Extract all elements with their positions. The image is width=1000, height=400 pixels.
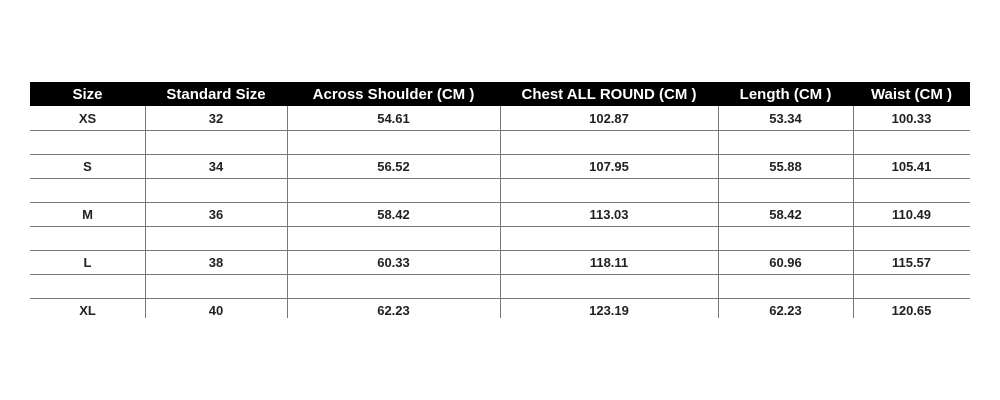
- table-cell: 56.52: [377, 158, 410, 174]
- header-cell: Size: [72, 85, 103, 103]
- header-cell: Across Shoulder (CM ): [312, 85, 475, 103]
- table-cell: 58.42: [769, 206, 802, 222]
- table-cell: 120.65: [891, 302, 932, 318]
- table-cell: 107.95: [589, 158, 629, 174]
- table-cell: 60.33: [377, 254, 410, 270]
- table-cell: 102.87: [589, 110, 629, 126]
- column-line: [287, 106, 288, 318]
- table-cell: L: [83, 254, 92, 270]
- table-cell: 60.96: [769, 254, 802, 270]
- header-cell: Chest ALL ROUND (CM ): [521, 85, 697, 103]
- header-cell: Waist (CM ): [870, 85, 953, 103]
- table-cell: 62.23: [377, 302, 410, 318]
- table-cell: 54.61: [377, 110, 410, 126]
- column-line: [853, 106, 854, 318]
- table-cell: 100.33: [891, 110, 932, 126]
- header-bar: [30, 82, 970, 106]
- column-line: [718, 106, 719, 318]
- table-cell: 113.03: [589, 206, 629, 222]
- header-cell: Standard Size: [166, 85, 266, 103]
- table-cell: 32: [208, 110, 224, 126]
- table-cell: XS: [78, 110, 97, 126]
- table-cell: 110.49: [891, 206, 932, 222]
- table-cell: 123.19: [589, 302, 629, 318]
- table-cell: 34: [208, 158, 224, 174]
- table-cell: 40: [208, 302, 224, 318]
- table-cell: 36: [208, 206, 224, 222]
- table-cell: S: [83, 158, 92, 174]
- table-cell: 105.41: [891, 158, 932, 174]
- table-cell: 62.23: [769, 302, 802, 318]
- table-cell: XL: [79, 302, 96, 318]
- table-cell: 53.34: [769, 110, 802, 126]
- table-cell: 38: [208, 254, 224, 270]
- column-line: [145, 106, 146, 318]
- table-cell: 115.57: [891, 254, 932, 270]
- table-cell: M: [82, 206, 93, 222]
- column-line: [500, 106, 501, 318]
- header-cell: Length (CM ): [739, 85, 832, 103]
- table-cell: 55.88: [769, 158, 802, 174]
- table-cell: 58.42: [377, 206, 410, 222]
- table-cell: 118.11: [589, 254, 629, 270]
